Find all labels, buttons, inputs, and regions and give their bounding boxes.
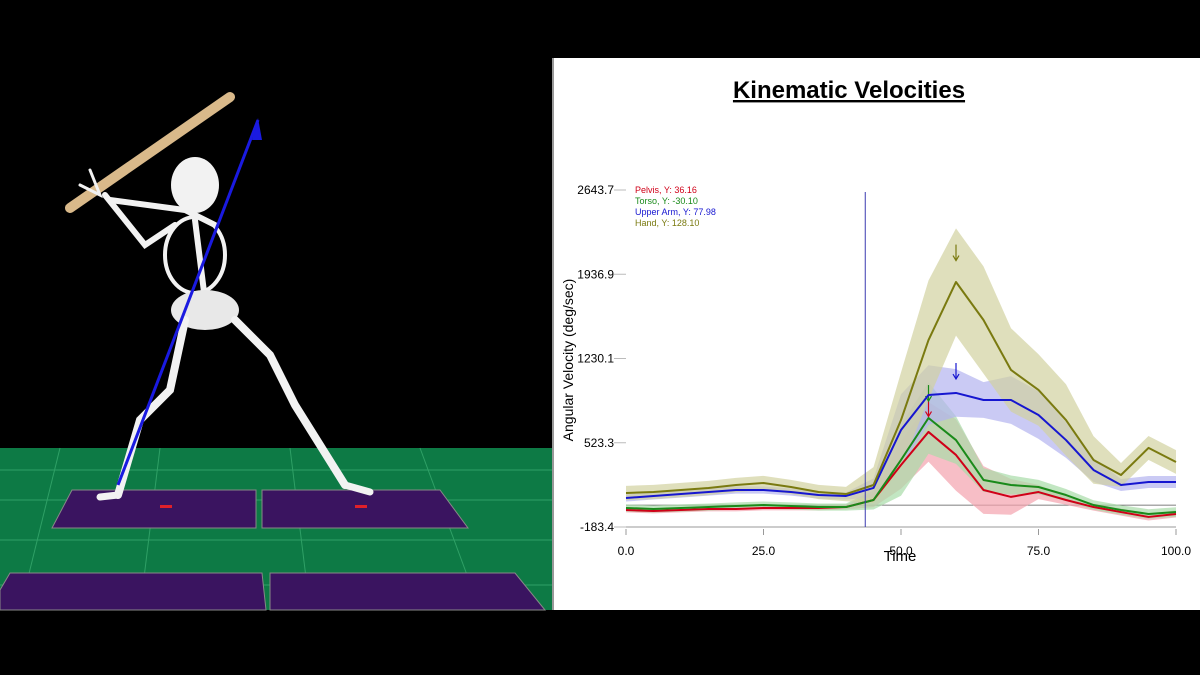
legend-entry: Upper Arm, Y: 77.98 [635, 207, 716, 217]
x-tick-label: 0.0 [618, 544, 635, 558]
force-plate [261, 489, 469, 529]
force-plate [0, 572, 267, 611]
skeleton [65, 92, 374, 501]
plot: -183.4 523.3 1230.1 1936.9 2643.7 0.0 25.0 50.0… [577, 183, 1191, 558]
y-tick-label: 1230.1 [577, 352, 614, 366]
legend-entry: Hand, Y: 128.10 [635, 218, 699, 228]
x-tick-label: 25.0 [752, 544, 776, 558]
vector-head [252, 118, 262, 140]
marker [160, 505, 172, 508]
series-line [625, 391, 1176, 499]
force-plate [51, 489, 257, 529]
legend-entry: Pelvis, Y: 36.16 [635, 185, 697, 195]
peak-arrow-head [952, 373, 960, 381]
peak-arrow-head [952, 255, 960, 262]
y-tick-label: -183.4 [580, 520, 614, 534]
x-tick-label: 50.0 [889, 544, 913, 558]
floor [0, 448, 552, 610]
axis-vector [116, 119, 260, 486]
y-tick-label: 523.3 [584, 436, 614, 450]
x-axis-label: Time [884, 548, 917, 565]
x-tick-label: 75.0 [1027, 544, 1051, 558]
chart-title: Kinematic Velocities [733, 77, 965, 104]
chart-panel [552, 58, 1200, 610]
y-tick-label: 2643.7 [577, 183, 614, 197]
marker [355, 505, 367, 508]
legend-entry: Torso, Y: -30.10 [635, 196, 698, 206]
series-line [625, 280, 1177, 496]
series-line [625, 430, 1177, 518]
y-axis-label: Angular Velocity (deg/sec) [560, 279, 576, 442]
x-tick-label: 100.0 [1161, 544, 1191, 558]
series-line [625, 417, 1177, 515]
force-plate [269, 572, 547, 611]
peak-arrow-head [924, 411, 933, 418]
y-tick-label: 1936.9 [577, 267, 614, 281]
